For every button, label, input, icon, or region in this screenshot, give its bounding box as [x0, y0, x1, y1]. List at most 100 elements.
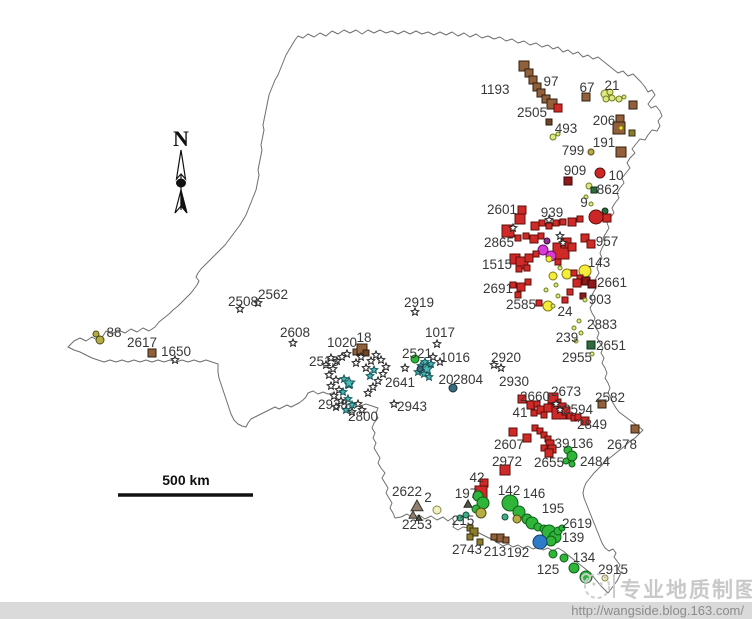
map-marker-ci [92, 330, 100, 338]
marker-label: 1515 [482, 257, 512, 272]
map-marker-st [489, 359, 499, 370]
map-marker-sq [502, 536, 510, 544]
map-marker-sq [499, 464, 511, 476]
map-marker-ci [501, 494, 519, 512]
map-marker-st [400, 362, 410, 373]
map-marker-st [558, 237, 568, 248]
map-marker-ci [587, 148, 595, 156]
map-marker-sq [469, 527, 479, 537]
map-marker-tr [463, 498, 473, 508]
map-marker-ci [568, 562, 580, 574]
marker-label: 20 [438, 372, 453, 387]
map-marker-sq [552, 219, 560, 227]
map-marker-sq [590, 186, 598, 194]
map-marker-sq [490, 533, 498, 541]
map-marker-sq [537, 232, 545, 240]
marker-label: 88 [106, 325, 121, 340]
map-marker-ci [545, 535, 557, 547]
marker-label: 2508 [228, 294, 258, 309]
map-marker-ci [583, 194, 589, 200]
marker-label: 10 [608, 168, 623, 183]
marker-label: 2253 [402, 517, 432, 532]
marker-label: 41 [512, 405, 527, 420]
map-marker-ci [588, 209, 604, 225]
map-marker-sq [522, 433, 532, 443]
map-marker-ci [618, 125, 624, 131]
map-marker-st [376, 354, 386, 365]
map-marker-st [366, 355, 376, 366]
marker-label: 195 [542, 501, 565, 516]
map-marker-sq [514, 213, 526, 225]
marker-label: 2617 [127, 335, 157, 350]
marker-label: 213 [484, 544, 507, 559]
map-marker-sq [147, 348, 157, 358]
marker-label: 2651 [596, 338, 626, 353]
scale-bar: 500 km [118, 472, 253, 497]
map-marker-ci [558, 524, 566, 532]
marker-label: 939 [541, 205, 564, 220]
map-marker-st [381, 361, 391, 372]
footer-bar: http://wangside.blog.163.com/ [0, 602, 752, 619]
marker-label: 2920 [491, 350, 521, 365]
map-marker-sq [580, 416, 590, 426]
map-marker-sq [545, 222, 553, 230]
map-marker-sq [563, 176, 573, 186]
map-marker-ci [594, 167, 606, 179]
map-marker-sq [524, 253, 534, 263]
map-marker-ci [602, 95, 610, 103]
marker-label: 2673 [551, 384, 581, 399]
marker-label: 1016 [440, 350, 470, 365]
marker-label: 1020 [327, 335, 357, 350]
map-marker-ci [432, 505, 442, 515]
map-marker-sq [509, 281, 517, 289]
map-marker-sq [362, 349, 370, 357]
marker-label: 1017 [425, 325, 455, 340]
map-marker-sq [536, 88, 546, 98]
map-marker-ci [621, 94, 627, 100]
map-marker-ci [608, 94, 616, 102]
north-arrow-dot-icon [176, 178, 186, 188]
north-arrow-head-icon [175, 149, 187, 181]
marker-layer [92, 60, 640, 584]
marker-label: 215 [452, 513, 475, 528]
map-marker-sq [580, 233, 590, 243]
map-marker-st [496, 362, 506, 373]
marker-label: 2608 [280, 325, 310, 340]
marker-label: 39 [554, 436, 569, 451]
map-marker-ci [537, 244, 549, 256]
marker-label: 97 [543, 74, 558, 89]
map-marker-sq [540, 444, 548, 452]
map-marker-ci [578, 330, 584, 336]
map-marker-sq [597, 399, 607, 409]
marker-label: 2585 [506, 297, 536, 312]
map-marker-st [253, 297, 263, 308]
map-marker-st [428, 351, 438, 362]
map-marker-st [378, 368, 388, 379]
marker-label: 2594 [563, 402, 594, 417]
marker-label: 2505 [517, 105, 547, 120]
map-marker-st [544, 214, 554, 225]
map-marker-ci [545, 255, 553, 263]
marker-label: 2601 [487, 202, 517, 217]
map-marker-st [328, 363, 338, 374]
watermark-logo-eye-icon [599, 582, 603, 586]
marker-label: 2883 [587, 317, 617, 332]
map-marker-ci [501, 513, 509, 521]
map-marker-st [331, 401, 341, 412]
map-marker-st [331, 374, 341, 385]
map-marker-sq [508, 427, 518, 437]
watermark-logo-eye-icon [592, 582, 596, 586]
map-marker-ci [582, 297, 588, 303]
map-marker-sq [530, 409, 538, 417]
marker-label: 2513 [309, 354, 339, 369]
map-marker-ci [601, 207, 609, 215]
map-marker-ci [555, 293, 561, 299]
map-marker-st [389, 398, 399, 409]
marker-label: 206 [593, 113, 616, 128]
map-marker-st [347, 399, 357, 410]
marker-label: 2691 [483, 281, 513, 296]
map-marker-sq [628, 129, 636, 137]
map-marker-sq [630, 424, 640, 434]
map-marker-sq [586, 340, 596, 350]
